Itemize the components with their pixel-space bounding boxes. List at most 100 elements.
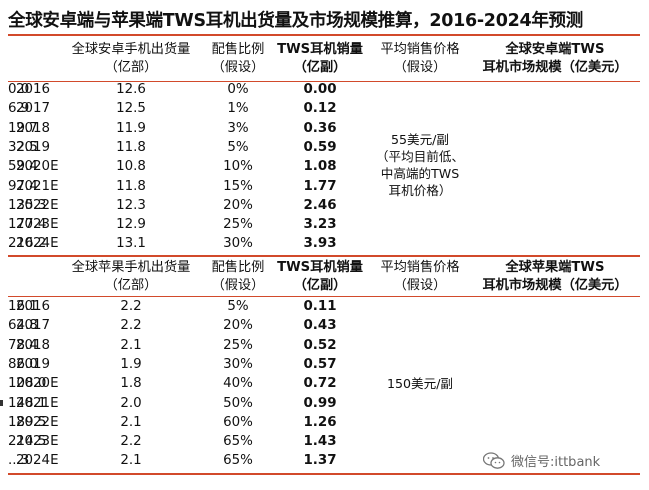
- shipment-cell: 1.9: [120, 356, 142, 372]
- market-size-cell: 108.0: [8, 376, 47, 392]
- tws-sales-cell: 1.08: [303, 159, 337, 175]
- year-cell: 2023E: [16, 434, 59, 450]
- apple-ratio-header-line1: 配售比例: [211, 260, 265, 275]
- market-size-cell: 19.7: [8, 120, 38, 136]
- year-cell: 2022E: [16, 414, 59, 430]
- table-row: 2017 2.2 20% 0.43 64.8: [8, 316, 640, 335]
- tws-sales-cell: 2.46: [303, 197, 337, 213]
- table-row: 2024E 13.1 30% 3.93 216.2: [8, 234, 640, 253]
- apple-price-note-line: 150美元/副: [386, 376, 454, 391]
- market-size-cell: 16.1: [8, 299, 38, 314]
- android-price-header: 平均销售价格 （假设）: [368, 41, 472, 77]
- apple-price-header: 平均销售价格 （假设）: [368, 259, 472, 295]
- android-price-note: 55美元/副 （平均目前低、 中高端的TWS 耳机价格）: [368, 131, 472, 199]
- tws-sales-cell: 1.37: [303, 453, 337, 469]
- ratio-cell: 3%: [227, 120, 249, 136]
- apple-market-header-line2: 耳机市场规模（亿美元）: [482, 278, 628, 293]
- market-size-cell: 0.0: [8, 82, 30, 97]
- apple-ship-header-line2: （亿部）: [104, 278, 158, 293]
- apple-price-header-line1: 平均销售价格: [380, 260, 460, 275]
- ratio-cell: 40%: [223, 376, 253, 392]
- table-row: 2022E 12.3 20% 2.46 135.3: [8, 196, 640, 215]
- table-row: 2022E 2.1 60% 1.26 189.5: [8, 413, 640, 432]
- apple-tws-header: TWS耳机销量 （亿副）: [270, 259, 370, 295]
- table-row: 2017 12.5 1% 0.12 6.9: [8, 99, 640, 118]
- shipment-cell: 11.8: [116, 178, 146, 194]
- tws-sales-cell: 0.57: [303, 356, 337, 372]
- market-size-cell: ...3: [8, 453, 30, 469]
- page-title: 全球安卓端与苹果端TWS耳机出货量及市场规模推算，2016-2024年预测: [8, 11, 583, 31]
- year-cell: 2021E: [16, 178, 59, 194]
- year-cell: 2022E: [16, 197, 59, 213]
- android-price-note-line: （平均目前低、: [375, 149, 465, 164]
- table-row: 2020E 10.8 10% 1.08 59.4: [8, 157, 640, 176]
- ratio-cell: 30%: [223, 236, 253, 252]
- ratio-cell: 25%: [223, 337, 253, 353]
- tws-sales-cell: 0.99: [303, 395, 337, 411]
- shipment-cell: 2.1: [120, 414, 142, 430]
- year-cell: 2017: [16, 101, 51, 117]
- shipment-cell: 2.1: [120, 453, 142, 469]
- shipment-cell: 2.0: [120, 395, 142, 411]
- year-cell: 2020E: [16, 376, 59, 392]
- year-cell: 2019: [16, 356, 51, 372]
- table-row: 2019 11.8 5% 0.59 32.5: [8, 138, 640, 157]
- apple-header-rule: [8, 296, 640, 297]
- shipment-cell: 2.2: [120, 299, 142, 314]
- apple-tws-header-line2: （亿副）: [293, 278, 347, 293]
- ratio-cell: 15%: [223, 178, 253, 194]
- shipment-cell: 11.8: [116, 139, 146, 155]
- year-cell: 2020E: [16, 159, 59, 175]
- apple-price-note: 150美元/副: [368, 375, 472, 392]
- table-row: 2023E 2.2 65% 1.43 214.5: [8, 432, 640, 451]
- ratio-cell: 0%: [227, 82, 249, 97]
- table-row: 2016 12.6 0% 0.00 0.0: [8, 80, 640, 99]
- wechat-icon: [482, 451, 505, 474]
- shipment-cell: 2.2: [120, 434, 142, 450]
- year-cell: 2019: [16, 139, 51, 155]
- table-row: 2023E 12.9 25% 3.23 177.4: [8, 215, 640, 234]
- market-size-cell: 59.4: [8, 159, 38, 175]
- shipment-cell: 2.2: [120, 318, 142, 334]
- ratio-cell: 60%: [223, 414, 253, 430]
- ratio-cell: 5%: [227, 299, 249, 314]
- year-cell: 2024E: [16, 236, 59, 252]
- ratio-cell: 65%: [223, 434, 253, 450]
- android-ratio-header: 配售比例 （假设）: [204, 41, 272, 77]
- year-cell: 2018: [16, 337, 51, 353]
- year-cell: 2021E: [16, 395, 59, 411]
- tws-sales-cell: 0.00: [303, 82, 337, 97]
- table-row: 2019 1.9 30% 0.57 86.0: [8, 355, 640, 374]
- android-price-header-line1: 平均销售价格: [380, 42, 460, 57]
- android-market-header-line2: 耳机市场规模（亿美元）: [482, 60, 628, 75]
- apple-price-header-line2: （假设）: [393, 278, 447, 293]
- apple-ship-header-line1: 全球苹果手机出货量: [71, 260, 191, 275]
- table-row: 2024E 2.1 65% 1.37 ...3: [8, 451, 640, 470]
- section-divider-rule: [8, 255, 640, 257]
- android-ship-header-line2: （亿部）: [104, 60, 158, 75]
- tws-sales-cell: 0.43: [303, 318, 337, 334]
- shipment-cell: 2.1: [120, 337, 142, 353]
- ratio-cell: 20%: [223, 318, 253, 334]
- android-ratio-header-line2: （假设）: [211, 60, 265, 75]
- android-tws-header-line1: TWS耳机销量: [277, 42, 363, 57]
- shipment-cell: 12.6: [116, 82, 146, 97]
- apple-tws-header-line1: TWS耳机销量: [277, 260, 363, 275]
- watermark-text: 微信号:ittbank: [511, 455, 601, 470]
- market-size-cell: 216.2: [8, 236, 47, 252]
- market-size-cell: 148.1: [8, 395, 47, 411]
- year-cell: 2018: [16, 120, 51, 136]
- ratio-cell: 5%: [227, 139, 249, 155]
- tws-sales-cell: 0.52: [303, 337, 337, 353]
- android-market-header-line1: 全球安卓端TWS: [505, 42, 605, 57]
- android-header-rule: [8, 81, 640, 82]
- market-size-cell: 6.9: [8, 101, 30, 117]
- table-row: 2021E 2.0 50% 0.99 148.1: [8, 394, 640, 413]
- table-bottom-rule: [8, 473, 640, 475]
- ratio-cell: 65%: [223, 453, 253, 469]
- android-tws-header-line2: （亿副）: [293, 60, 347, 75]
- android-price-note-line: 耳机价格）: [388, 183, 452, 198]
- ratio-cell: 10%: [223, 159, 253, 175]
- year-cell: 2024E: [16, 453, 59, 469]
- tws-sales-cell: 3.93: [303, 236, 337, 252]
